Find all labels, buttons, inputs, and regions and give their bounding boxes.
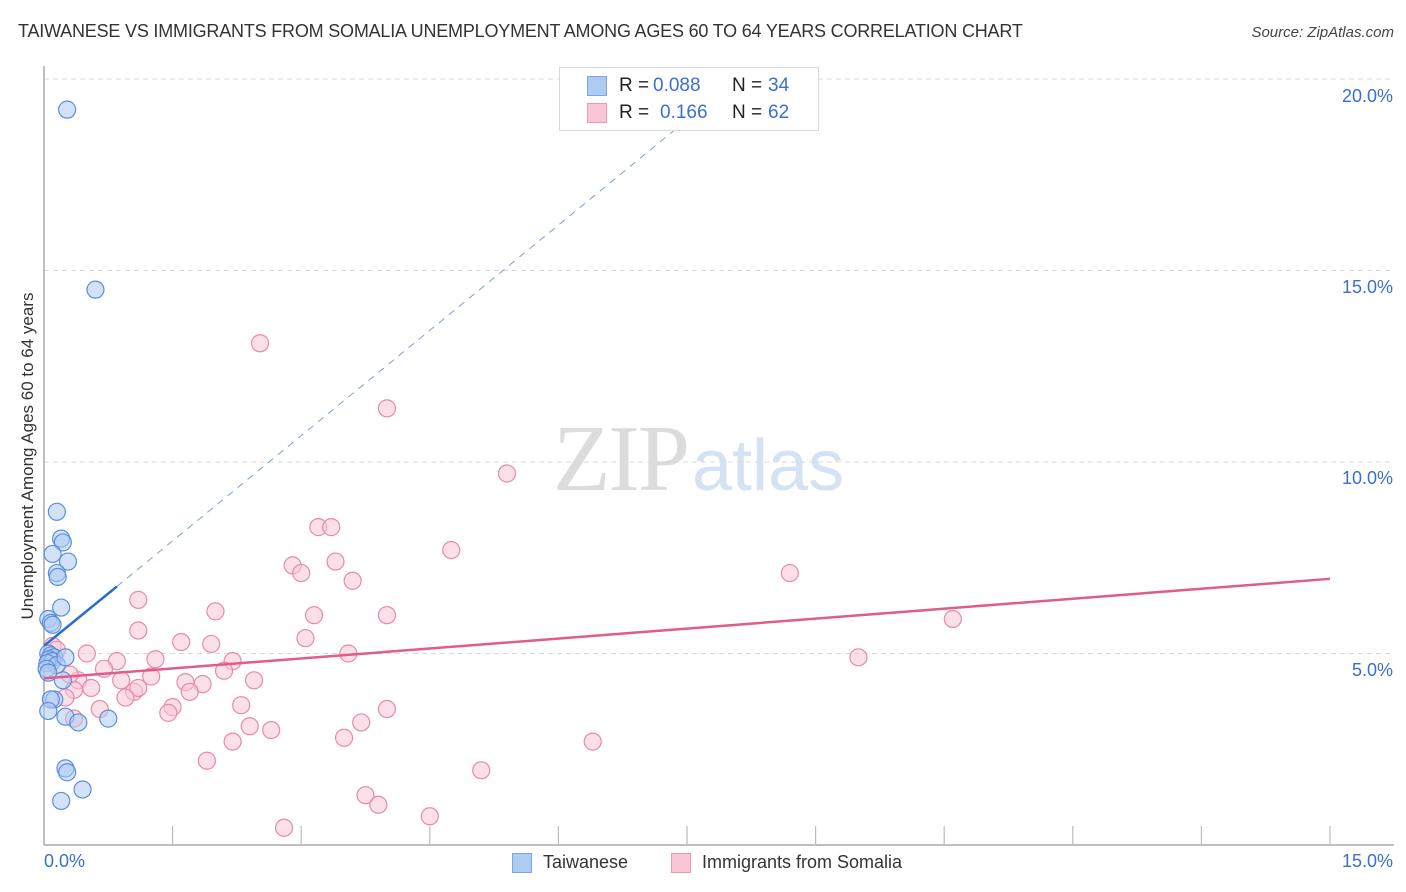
data-point-somalia xyxy=(377,606,397,625)
y-tick-10: 10.0% xyxy=(1341,468,1393,488)
data-point-taiwanese xyxy=(43,544,62,564)
data-point-somalia xyxy=(129,678,148,698)
watermark-atlas: atlas xyxy=(692,426,845,506)
correlation-legend: R = 0.088 N = 34 R = 0.166 N = 62 xyxy=(559,67,819,131)
data-point-somalia xyxy=(172,632,191,652)
taiwanese-swatch xyxy=(587,76,607,96)
data-point-somalia xyxy=(82,678,101,698)
data-point-taiwanese xyxy=(73,780,92,799)
data-point-somalia xyxy=(206,602,225,621)
legend-label: Immigrants from Somalia xyxy=(702,852,903,872)
data-point-taiwanese xyxy=(58,100,77,119)
r-label: R = xyxy=(619,102,650,123)
trend-lines xyxy=(43,126,1331,680)
data-point-somalia xyxy=(304,606,324,625)
data-point-somalia xyxy=(352,713,371,732)
data-point-somalia xyxy=(292,563,311,583)
data-point-somalia xyxy=(142,667,161,686)
watermark: ZIPatlas xyxy=(553,405,844,513)
source-label: Source: ZipAtlas.com xyxy=(1251,24,1394,41)
data-point-somalia xyxy=(250,334,270,353)
somalia-swatch xyxy=(671,853,691,873)
y-tick-5: 5.0% xyxy=(1351,660,1393,680)
r-value: 0.088 xyxy=(653,75,701,96)
data-point-taiwanese xyxy=(53,533,72,552)
data-point-taiwanese xyxy=(47,502,66,521)
data-point-taiwanese xyxy=(52,598,71,617)
data-point-somalia xyxy=(274,818,294,837)
data-point-somalia xyxy=(197,751,216,770)
series-taiwanese-points xyxy=(37,100,118,811)
taiwanese-swatch xyxy=(512,853,532,873)
n-value: 34 xyxy=(768,75,790,96)
series-somalia-points xyxy=(43,334,962,837)
data-point-somalia xyxy=(472,761,491,780)
data-point-somalia xyxy=(232,696,251,715)
data-point-taiwanese xyxy=(48,567,67,587)
data-point-somalia xyxy=(442,540,461,560)
data-point-somalia xyxy=(334,728,354,747)
data-point-somalia xyxy=(240,717,259,736)
data-point-somalia xyxy=(583,732,602,751)
data-point-somalia xyxy=(420,807,439,826)
r-label: R = xyxy=(619,75,650,96)
data-point-somalia xyxy=(943,609,962,629)
x-tick-0: 0.0% xyxy=(44,851,86,871)
chart-title: TAIWANESE VS IMMIGRANTS FROM SOMALIA UNE… xyxy=(18,21,1023,41)
data-point-somalia xyxy=(497,464,517,483)
data-point-somalia xyxy=(356,786,375,805)
data-point-somalia xyxy=(146,650,165,669)
watermark-zip: ZIP xyxy=(553,407,690,511)
data-point-somalia xyxy=(369,795,388,814)
r-value: 0.166 xyxy=(660,102,708,123)
data-point-somalia xyxy=(343,571,362,590)
data-point-somalia xyxy=(326,552,345,571)
data-point-somalia xyxy=(780,563,799,583)
data-point-somalia xyxy=(262,720,281,740)
data-point-somalia xyxy=(214,661,234,680)
y-tick-15: 15.0% xyxy=(1341,277,1393,297)
legend-label: Taiwanese xyxy=(543,852,629,872)
data-point-somalia xyxy=(849,648,868,667)
data-point-somalia xyxy=(129,621,148,640)
y-tick-20: 20.0% xyxy=(1341,86,1393,106)
data-point-somalia xyxy=(377,699,397,719)
n-label: N = xyxy=(732,102,763,123)
data-point-taiwanese xyxy=(43,615,62,634)
gridlines xyxy=(44,78,1394,654)
data-point-taiwanese xyxy=(58,763,77,782)
data-point-somalia xyxy=(77,644,96,663)
taiwanese-trend-extension xyxy=(116,126,679,587)
data-point-taiwanese xyxy=(52,791,71,811)
data-point-somalia xyxy=(129,590,148,609)
data-point-somalia xyxy=(244,671,264,690)
data-point-somalia xyxy=(202,634,221,654)
data-point-taiwanese xyxy=(69,713,88,732)
data-point-taiwanese xyxy=(53,671,72,690)
n-value: 62 xyxy=(768,102,790,123)
data-point-taiwanese xyxy=(39,701,58,721)
data-point-taiwanese xyxy=(86,280,105,299)
data-point-somalia xyxy=(159,703,178,722)
taiwanese-trend-line xyxy=(43,585,118,647)
x-tick-15: 15.0% xyxy=(1341,851,1393,871)
data-point-taiwanese xyxy=(58,552,78,571)
data-point-taiwanese xyxy=(56,648,75,667)
n-label: N = xyxy=(732,75,763,96)
data-point-somalia xyxy=(116,688,135,707)
data-point-somalia xyxy=(322,518,341,537)
data-point-somalia xyxy=(180,682,199,701)
data-point-taiwanese xyxy=(99,709,118,728)
data-point-somalia xyxy=(377,399,397,418)
somalia-trend-line xyxy=(43,577,1331,680)
data-point-somalia xyxy=(296,629,315,648)
data-point-somalia xyxy=(223,732,242,751)
somalia-swatch xyxy=(587,103,607,123)
